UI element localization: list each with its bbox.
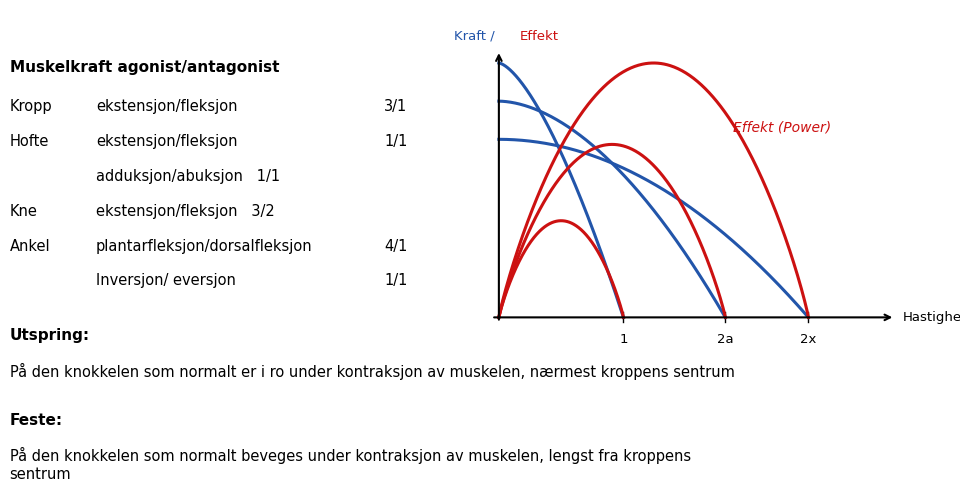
Text: 1: 1 — [619, 332, 628, 345]
Text: 2x: 2x — [801, 332, 817, 345]
Text: Hofte: Hofte — [10, 134, 49, 149]
Text: Ankel: Ankel — [10, 239, 50, 253]
Text: plantarfleksjon/dorsalfleksjon: plantarfleksjon/dorsalfleksjon — [96, 239, 313, 253]
Text: 1/1: 1/1 — [384, 273, 407, 288]
Text: ekstensjon/fleksjon   3/2: ekstensjon/fleksjon 3/2 — [96, 204, 275, 219]
Text: Muskelkraft agonist/antagonist: Muskelkraft agonist/antagonist — [10, 60, 279, 75]
Text: Utspring:: Utspring: — [10, 328, 89, 343]
Text: ekstensjon/fleksjon: ekstensjon/fleksjon — [96, 134, 237, 149]
Text: Kropp: Kropp — [10, 99, 52, 114]
Text: Effekt: Effekt — [519, 30, 559, 43]
Text: På den knokkelen som normalt beveges under kontraksjon av muskelen, lengst fra k: På den knokkelen som normalt beveges und… — [10, 447, 691, 482]
Text: På den knokkelen som normalt er i ro under kontraksjon av muskelen, nærmest krop: På den knokkelen som normalt er i ro und… — [10, 363, 734, 380]
Text: 4/1: 4/1 — [384, 239, 407, 253]
Text: Kraft /: Kraft / — [453, 30, 498, 43]
Text: Kne: Kne — [10, 204, 37, 219]
Text: Effekt (Power): Effekt (Power) — [732, 120, 831, 134]
Text: adduksjon/abuksjon   1/1: adduksjon/abuksjon 1/1 — [96, 169, 280, 184]
Text: Hastighed: Hastighed — [902, 311, 960, 324]
Text: 1/1: 1/1 — [384, 134, 407, 149]
Text: 2a: 2a — [717, 332, 733, 345]
Text: 3/1: 3/1 — [384, 99, 407, 114]
Text: Inversjon/ eversjon: Inversjon/ eversjon — [96, 273, 236, 288]
Text: ekstensjon/fleksjon: ekstensjon/fleksjon — [96, 99, 237, 114]
Text: Feste:: Feste: — [10, 413, 62, 427]
